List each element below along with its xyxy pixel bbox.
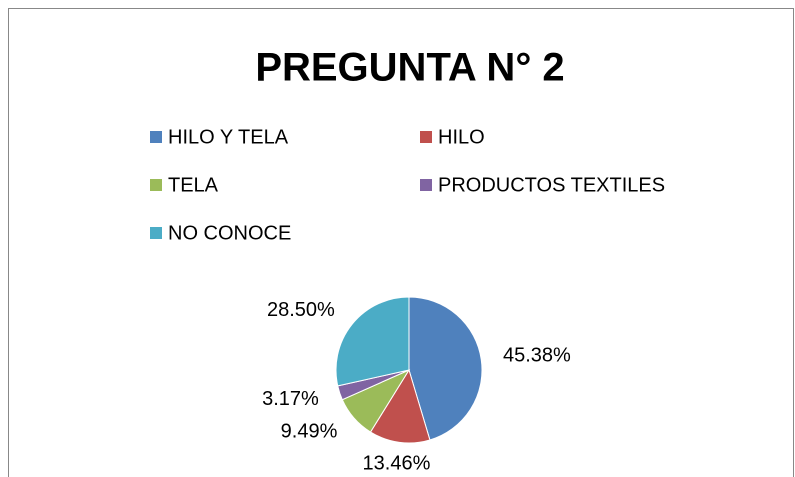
pie-slice (408, 296, 483, 441)
legend-swatch (150, 179, 162, 191)
legend-swatch (150, 227, 162, 239)
data-label: 13.46% (363, 452, 431, 474)
data-label: 9.49% (281, 421, 338, 443)
legend-swatch (420, 179, 432, 191)
legend-swatch (420, 131, 432, 143)
chart-title: PREGUNTA N° 2 (255, 46, 564, 90)
legend-label: HILO (438, 126, 485, 148)
legend-label: NO CONOCE (168, 222, 291, 244)
legend-swatch (150, 131, 162, 143)
data-label: 45.38% (503, 345, 571, 367)
pie-slice (335, 296, 410, 387)
legend-label: PRODUCTOS TEXTILES (438, 174, 665, 196)
legend-label: HILO Y TELA (168, 126, 289, 148)
pie-slice (369, 368, 431, 444)
data-label: 3.17% (262, 388, 319, 410)
legend-label: TELA (168, 174, 219, 196)
data-label: 28.50% (267, 299, 335, 321)
